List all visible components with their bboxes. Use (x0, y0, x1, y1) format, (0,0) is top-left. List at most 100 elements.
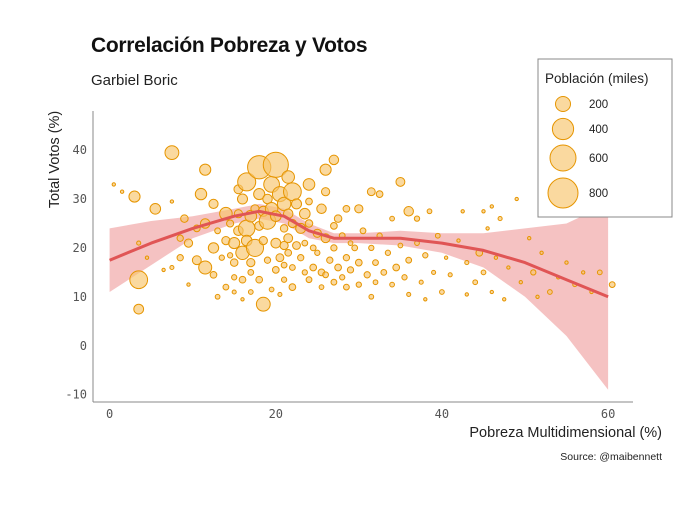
data-point (279, 224, 289, 233)
data-point (214, 293, 221, 300)
data-point (434, 232, 441, 239)
data-point (395, 176, 406, 187)
data-point (299, 207, 311, 220)
data-point (231, 274, 238, 281)
data-point (354, 204, 364, 214)
data-point (301, 269, 308, 276)
legend-swatch (549, 144, 577, 172)
data-point (330, 222, 338, 230)
data-point (423, 297, 428, 302)
data-point (231, 289, 237, 295)
data-point (372, 259, 379, 267)
data-point (354, 258, 363, 267)
data-point (314, 249, 321, 256)
x-tick-label: 20 (269, 407, 283, 421)
data-point (456, 238, 461, 243)
data-point (489, 204, 494, 209)
data-point (164, 145, 180, 161)
data-point (392, 263, 401, 272)
data-point (279, 240, 289, 251)
data-point (339, 274, 346, 281)
data-point (368, 293, 375, 300)
data-point (368, 244, 375, 252)
data-point (144, 255, 150, 260)
data-point (226, 252, 234, 259)
data-point (502, 297, 507, 302)
data-point (518, 280, 523, 285)
data-point (384, 249, 392, 256)
data-point (497, 216, 503, 222)
data-point (351, 244, 359, 252)
legend-title: Población (miles) (545, 71, 649, 86)
data-point (309, 244, 317, 252)
chart-source: Source: @maibennett (560, 451, 662, 463)
data-point (240, 297, 245, 302)
data-point (397, 242, 404, 249)
data-point (564, 260, 569, 265)
data-point (186, 282, 191, 287)
data-point (129, 270, 149, 290)
data-point (322, 271, 330, 279)
data-point (485, 226, 490, 231)
data-point (422, 252, 429, 259)
axes-layer: 0 20 40 60 -10 0 10 20 30 40 (65, 111, 633, 421)
data-point (326, 256, 334, 264)
data-point (255, 296, 271, 312)
legend-swatch (551, 117, 575, 141)
data-point (304, 219, 314, 228)
trend-line (109, 209, 609, 299)
data-point (405, 256, 413, 264)
data-point (119, 189, 125, 194)
data-point (596, 269, 603, 276)
data-point (301, 239, 309, 247)
data-point (464, 292, 469, 297)
legend-label: 600 (589, 153, 608, 165)
data-point (253, 188, 266, 201)
legend-item: 600 (549, 144, 608, 172)
data-point (514, 196, 519, 202)
data-point (280, 261, 288, 269)
x-tick-label: 40 (435, 407, 449, 421)
x-tick-label: 0 (106, 407, 113, 421)
data-point (194, 187, 208, 201)
legend-item: 200 (555, 96, 608, 112)
legend-item: 400 (551, 117, 608, 141)
data-point (111, 182, 116, 187)
data-point (238, 275, 247, 284)
data-point (464, 260, 470, 266)
data-point (431, 269, 437, 275)
data-point (290, 198, 303, 210)
legend-label: 800 (589, 188, 608, 200)
data-point (136, 240, 142, 246)
data-point (320, 187, 331, 197)
data-point (176, 234, 184, 242)
y-tick-label: 10 (73, 290, 87, 304)
data-point (380, 269, 388, 276)
data-point (183, 238, 194, 248)
data-point (480, 269, 487, 276)
data-point (237, 219, 256, 238)
legend-label: 200 (589, 99, 608, 111)
trend-layer (109, 209, 609, 299)
data-point (305, 276, 313, 284)
data-point (401, 274, 408, 281)
data-point (403, 206, 414, 217)
data-point (530, 269, 537, 276)
data-point (347, 240, 354, 246)
data-point (302, 178, 316, 191)
data-point (489, 289, 494, 295)
data-point (413, 215, 421, 222)
x-tick-label: 60 (601, 407, 615, 421)
data-point (439, 289, 445, 295)
data-point (228, 237, 241, 250)
data-point (316, 203, 327, 215)
data-point (547, 289, 553, 295)
data-point (277, 291, 283, 297)
data-point (319, 163, 332, 176)
data-point (209, 270, 218, 279)
data-point (288, 283, 297, 291)
data-point (149, 203, 162, 215)
x-axis-title: Pobreza Multidimensional (%) (469, 425, 662, 441)
data-point (333, 214, 343, 223)
